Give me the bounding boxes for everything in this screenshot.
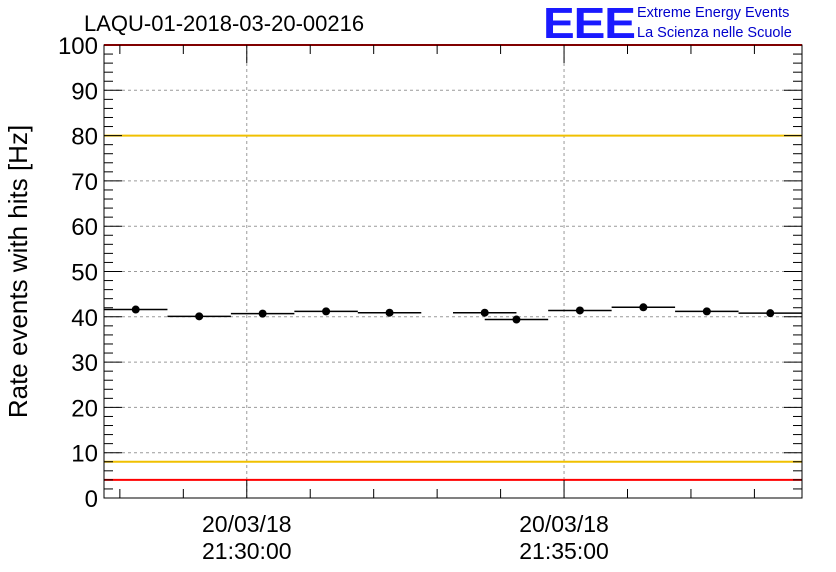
data-point <box>766 309 775 318</box>
x-tick-label-date: 20/03/18 <box>202 511 292 537</box>
y-tick-label: 50 <box>71 260 98 287</box>
data-point <box>512 315 521 324</box>
y-tick-label: 0 <box>85 486 98 513</box>
data-point <box>385 308 394 317</box>
data-points <box>104 303 802 324</box>
data-point <box>131 305 140 314</box>
y-tick-label: 90 <box>71 78 98 105</box>
logo-tagline-1: Extreme Energy Events <box>637 5 790 21</box>
y-tick-label: 20 <box>71 395 98 422</box>
y-tick-label: 80 <box>71 124 98 151</box>
x-tick-label-time: 21:30:00 <box>202 538 292 564</box>
data-point <box>575 306 584 315</box>
chart-title: LAQU-01-2018-03-20-00216 <box>84 11 365 36</box>
data-point <box>322 307 331 316</box>
data-point <box>702 307 711 316</box>
axis-ticks <box>104 44 802 499</box>
x-tick-label-date: 20/03/18 <box>519 511 609 537</box>
axis-labels: 010203040506070809010020/03/1821:30:0020… <box>58 33 609 564</box>
grid-lines <box>104 45 802 498</box>
data-point <box>195 312 204 321</box>
y-tick-label: 30 <box>71 350 98 377</box>
y-tick-label: 100 <box>58 33 98 60</box>
y-axis-label: Rate events with hits [Hz] <box>3 125 33 418</box>
logo-mark: EEE <box>543 0 636 48</box>
y-tick-label: 60 <box>71 214 98 241</box>
x-tick-label-time: 21:35:00 <box>519 538 609 564</box>
y-tick-label: 10 <box>71 441 98 468</box>
data-point <box>480 308 489 317</box>
y-tick-label: 70 <box>71 169 98 196</box>
data-point <box>258 309 267 318</box>
logo-tagline-2: La Scienza nelle Scuole <box>637 25 792 41</box>
y-tick-label: 40 <box>71 305 98 332</box>
reference-lines <box>104 44 802 481</box>
data-point <box>639 303 648 312</box>
